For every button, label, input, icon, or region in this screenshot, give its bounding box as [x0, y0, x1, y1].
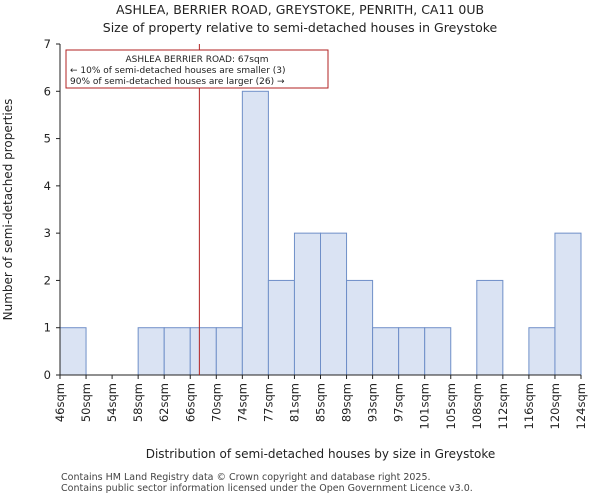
x-tick-label: 50sqm	[79, 383, 93, 422]
y-tick-label: 7	[44, 37, 51, 51]
x-tick-label: 70sqm	[209, 383, 223, 422]
x-tick-label: 85sqm	[314, 383, 328, 422]
x-tick-label: 62sqm	[157, 383, 171, 422]
x-tick-label: 116sqm	[522, 383, 536, 429]
footer-line-2: Contains public sector information licen…	[61, 483, 473, 494]
x-tick-label: 108sqm	[470, 383, 484, 429]
bar	[372, 327, 400, 376]
x-tick-label: 74sqm	[235, 383, 249, 422]
y-tick-label: 5	[44, 132, 51, 146]
x-tick-label: 54sqm	[105, 383, 119, 422]
bar	[554, 232, 582, 376]
annotation-line-3: 90% of semi-detached houses are larger (…	[70, 77, 285, 87]
y-tick-label: 4	[44, 179, 51, 193]
footer-line-1: Contains HM Land Registry data © Crown c…	[61, 472, 431, 483]
annotation-box	[65, 49, 329, 89]
x-tick-label: 89sqm	[340, 383, 354, 422]
y-tick-label: 6	[44, 84, 51, 98]
bar	[528, 327, 556, 376]
x-tick-label: 97sqm	[392, 383, 406, 422]
bar	[59, 327, 87, 376]
chart-subtitle: Size of property relative to semi-detach…	[102, 20, 498, 35]
bar	[346, 279, 374, 376]
bar	[267, 279, 295, 376]
y-tick-label: 1	[44, 321, 51, 335]
bar	[215, 327, 243, 376]
bar	[476, 279, 504, 376]
bar	[398, 327, 426, 376]
annotation-line-2: ← 10% of semi-detached houses are smalle…	[70, 66, 286, 76]
y-tick-label: 3	[44, 226, 51, 240]
x-tick-label: 46sqm	[53, 383, 67, 422]
x-axis-title: Distribution of semi-detached houses by …	[146, 447, 496, 461]
x-tick-label: 66sqm	[183, 383, 197, 422]
bar	[163, 327, 191, 376]
x-tick-label: 124sqm	[574, 383, 588, 429]
x-tick-label: 105sqm	[444, 383, 458, 429]
y-axis-title: Number of semi-detached properties	[1, 99, 15, 321]
x-tick-label: 93sqm	[366, 383, 380, 422]
y-tick-label: 0	[44, 368, 51, 382]
bar	[320, 232, 348, 376]
bar	[293, 232, 322, 376]
chart-title: ASHLEA, BERRIER ROAD, GREYSTOKE, PENRITH…	[115, 2, 485, 17]
x-tick-label: 81sqm	[287, 383, 301, 422]
y-tick-label: 2	[44, 273, 51, 287]
bar	[137, 327, 165, 376]
bar	[241, 90, 269, 376]
x-tick-label: 112sqm	[496, 383, 510, 429]
x-tick-label: 101sqm	[418, 383, 432, 429]
x-tick-label: 120sqm	[548, 383, 562, 429]
bar	[189, 327, 217, 376]
x-tick-label: 58sqm	[131, 383, 145, 422]
annotation-line-1: ASHLEA BERRIER ROAD: 67sqm	[126, 55, 269, 65]
bar	[424, 327, 452, 376]
x-tick-label: 77sqm	[261, 383, 275, 422]
